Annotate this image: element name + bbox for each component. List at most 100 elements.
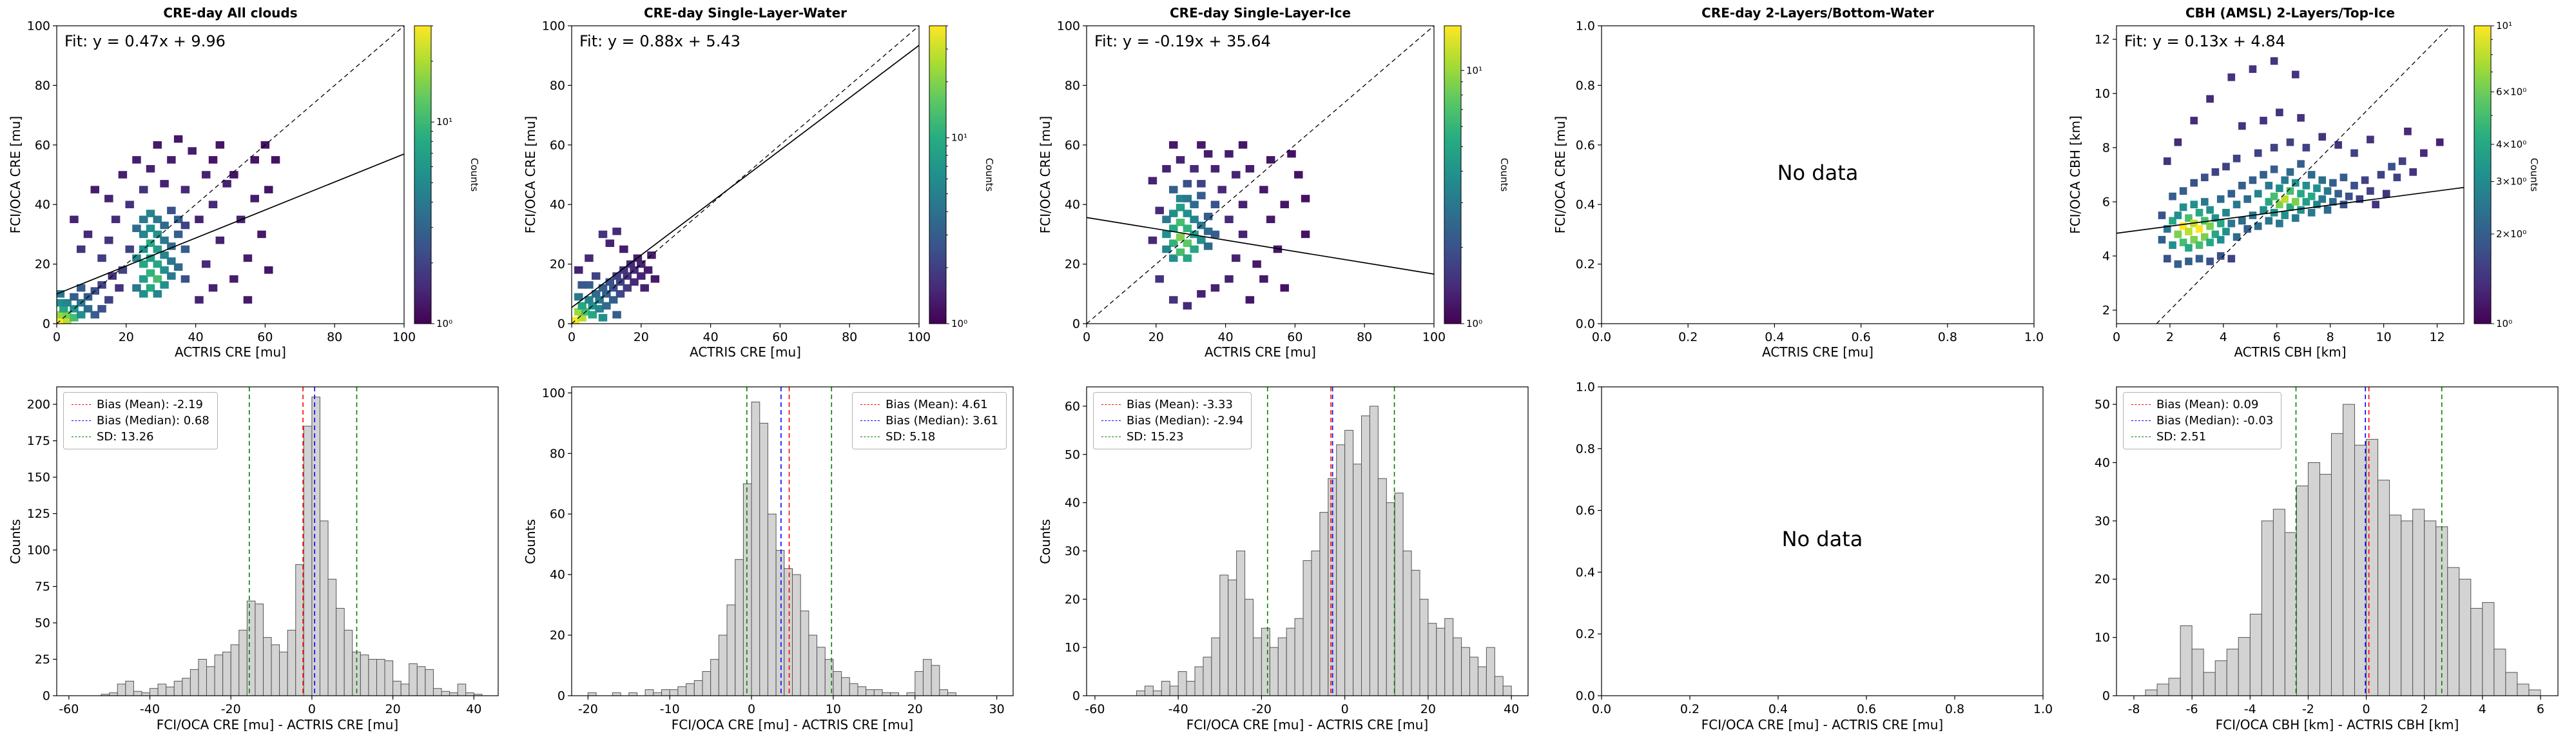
panel-title: CRE-day Single-Layer-Ice: [1169, 5, 1351, 21]
svg-text:0.2: 0.2: [1576, 627, 1595, 642]
svg-text:100: 100: [27, 19, 50, 34]
svg-text:80: 80: [550, 447, 565, 461]
svg-text:0: 0: [1072, 689, 1080, 703]
legend-entry-mean: Bias (Mean): 4.61: [860, 397, 998, 413]
svg-text:-6: -6: [2186, 702, 2198, 716]
legend-entry-median: Bias (Median): -0.03: [2131, 413, 2273, 429]
svg-text:20: 20: [1148, 330, 1164, 344]
svg-text:0.0: 0.0: [1576, 317, 1595, 331]
fit-line: [1087, 217, 1434, 275]
svg-text:12: 12: [2429, 330, 2445, 344]
svg-text:60: 60: [1287, 330, 1303, 344]
svg-text:80: 80: [35, 79, 50, 93]
colorbar: [1444, 25, 1462, 324]
svg-text:12: 12: [2095, 33, 2110, 47]
y-axis-label: Counts: [8, 519, 23, 564]
mean-line-swatch: [72, 404, 91, 405]
svg-text:-2: -2: [2302, 702, 2314, 716]
legend-label-mean: Bias (Mean): 4.61: [886, 398, 988, 411]
x-axis-ticks: 0.0 0.2 0.4 0.6 0.8 1.0: [1592, 324, 2044, 344]
svg-text:0.2: 0.2: [1576, 257, 1595, 271]
svg-text:10: 10: [1065, 641, 1080, 655]
median-line-swatch: [72, 420, 91, 421]
identity-line: [1087, 26, 1434, 324]
x-axis-label: ACTRIS CRE [mu]: [175, 344, 286, 360]
svg-text:1.0: 1.0: [1576, 19, 1595, 34]
x-axis-label: ACTRIS CBH [km]: [2234, 344, 2347, 360]
axes-frame: [1601, 386, 2044, 696]
colorbar-label: Counts: [1498, 158, 1510, 192]
svg-text:8: 8: [2327, 330, 2334, 344]
histogram-bars: [101, 397, 483, 696]
panel-cre-day-single-layer-ice: 0 20 40 60 80 100 0 20 40 60 80 100 10¹ 10⁰ Counts CRE…: [1030, 0, 1545, 373]
svg-text:0: 0: [2113, 330, 2120, 344]
x-axis-label: FCI/OCA CRE [mu] - ACTRIS CRE [mu]: [671, 717, 914, 732]
svg-text:80: 80: [1357, 330, 1372, 344]
axes-frame: [56, 386, 499, 696]
panel-cre-day-single-layer-water: 0 20 40 60 80 100 0 20 40 60 80 100 10¹ 10⁰ Counts CRE…: [515, 0, 1030, 373]
axes-frame: [1601, 25, 2035, 324]
svg-text:2: 2: [2102, 304, 2110, 318]
x-axis-label: ACTRIS CRE [mu]: [690, 344, 801, 360]
svg-text:0.6: 0.6: [1851, 330, 1870, 344]
svg-text:10¹: 10¹: [1466, 64, 1482, 76]
legend-label-sd: SD: 5.18: [886, 430, 936, 444]
y-axis-ticks: 0 20 40 60 80 100: [1057, 19, 1087, 331]
colorbar: [929, 25, 947, 324]
colorbar-ticks: 10¹ 10⁰: [431, 25, 452, 329]
svg-text:10⁰: 10⁰: [951, 318, 967, 329]
mean-line-swatch: [1101, 404, 1121, 405]
fit-line: [2116, 186, 2464, 234]
svg-text:20: 20: [119, 330, 134, 344]
plot-content: [1136, 387, 1512, 696]
svg-text:6×10⁰: 6×10⁰: [2496, 86, 2526, 98]
svg-text:10¹: 10¹: [2496, 20, 2512, 32]
panel-cre-day-all-clouds: 0 20 40 60 80 100 0 20 40 60 80 100 10¹ 10⁰ Counts CRE…: [0, 0, 515, 373]
x-axis-label: FCI/OCA CRE [mu] - ACTRIS CRE [mu]: [1701, 717, 1944, 732]
panel-title: CRE-day 2-Layers/Bottom-Water: [1701, 5, 1934, 21]
svg-text:10¹: 10¹: [951, 132, 967, 144]
legend-entry-sd: SD: 13.26: [72, 429, 209, 445]
svg-text:4: 4: [2102, 250, 2110, 264]
legend-entry-sd: SD: 2.51: [2131, 429, 2273, 445]
panel-title: CRE-day Single-Layer-Water: [643, 5, 847, 21]
svg-text:2: 2: [2421, 702, 2428, 716]
identity-line: [572, 26, 919, 324]
axes-frame: [571, 386, 1014, 696]
panel-hist-2layers-bottom-water: 0.0 0.2 0.4 0.6 0.8 1.0 0.0 0.2 0.4 0.6 0.8 1.0 No …: [1545, 373, 2060, 746]
svg-text:20: 20: [35, 257, 50, 271]
svg-text:125: 125: [27, 507, 50, 521]
legend-label-median: Bias (Median): -0.03: [2156, 414, 2274, 427]
x-axis-ticks: -8 -6 -4 -2 0 2 4 6: [2128, 696, 2544, 716]
legend-label-mean: Bias (Mean): -2.19: [97, 398, 203, 411]
svg-text:6: 6: [2102, 195, 2110, 210]
svg-text:10¹: 10¹: [436, 116, 452, 128]
svg-text:0.2: 0.2: [1680, 702, 1700, 716]
svg-text:30: 30: [989, 702, 1005, 716]
cbh-2layers-top-ice-heatmap-canvas: 0 2 4 6 8 10 122468101210¹6×10⁰4×10⁰3×10⁰2×10⁰…: [2095, 20, 2540, 344]
density-cells: [1148, 141, 1310, 310]
density-cells: [57, 135, 280, 324]
legend-entry-median: Bias (Median): -2.94: [1101, 413, 1243, 429]
svg-text:10⁰: 10⁰: [436, 318, 452, 329]
no-data-label: No data: [1781, 527, 1863, 551]
row-histograms: -60 -40 -20 0 20 40 0 25 50 75 100 125 150 175 200 Bia…: [0, 373, 2576, 746]
svg-text:3×10⁰: 3×10⁰: [2496, 176, 2526, 188]
fit-annotation: Fit: y = 0.47x + 9.96: [64, 32, 226, 50]
svg-text:80: 80: [550, 79, 565, 93]
svg-text:100: 100: [542, 386, 565, 400]
colorbar-label: Counts: [469, 158, 480, 192]
panel-hist-single-layer-ice: -60 -40 -20 0 20 40 0 10 20 30 40 50 60 Bias (Mean):…: [1030, 373, 1545, 746]
panel-title: CBH (AMSL) 2-Layers/Top-Ice: [2185, 5, 2396, 21]
svg-text:60: 60: [35, 138, 50, 152]
svg-text:150: 150: [27, 471, 50, 485]
y-axis-label: FCI/OCA CRE [mu]: [1553, 115, 1568, 234]
svg-text:20: 20: [1420, 702, 1436, 716]
density-cells: [2158, 57, 2444, 268]
x-axis-label: FCI/OCA CRE [mu] - ACTRIS CRE [mu]: [1186, 717, 1429, 732]
svg-text:-10: -10: [660, 702, 680, 716]
no-data-label: No data: [1777, 161, 1859, 185]
y-axis-ticks: 0 20 40 60 80 100: [542, 19, 572, 331]
svg-text:-4: -4: [2244, 702, 2256, 716]
